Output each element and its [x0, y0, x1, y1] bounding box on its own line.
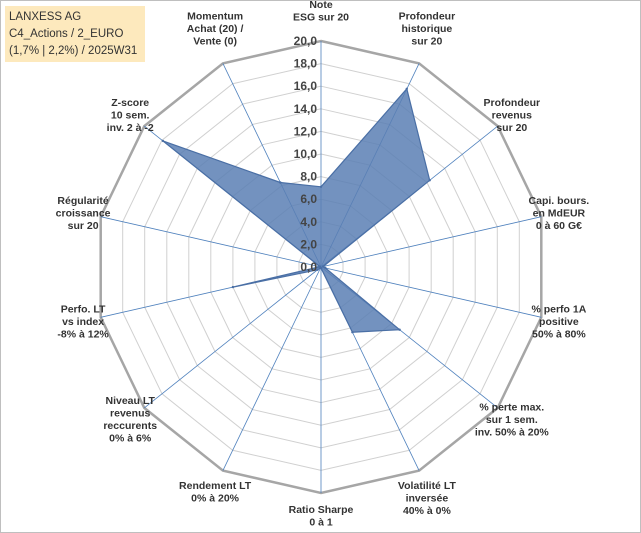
- axis-label: Capi. bours. en MdEUR 0 à 60 G€: [529, 195, 590, 232]
- category-label: C4_Actions / 2_EURO: [9, 28, 124, 40]
- axis-label: % perfo 1A positive 50% à 80%: [531, 304, 586, 341]
- axis-label: Z-score 10 sem. inv. 2 à -2: [107, 97, 154, 134]
- axis-label: Régularité croissance sur 20: [56, 195, 111, 232]
- tick-label: 2,0: [300, 237, 317, 251]
- axis-label: Profondeur revenus sur 20: [484, 97, 541, 134]
- axis-label: Profondeur historique sur 20: [399, 11, 456, 48]
- axis-spoke: [222, 266, 322, 471]
- axis-spoke: [320, 216, 542, 268]
- data-point: [316, 268, 319, 271]
- tick-label: 12,0: [294, 124, 318, 138]
- tick-label: 18,0: [294, 57, 318, 71]
- radar-series: [161, 87, 431, 334]
- axis-label: Note ESG sur 20: [293, 0, 349, 24]
- data-point: [351, 331, 354, 334]
- tick-label: 0,0: [300, 260, 317, 274]
- data-point: [161, 139, 165, 143]
- axis-label: Momentum Achat (20) / Vente (0): [187, 11, 244, 48]
- data-point: [398, 328, 401, 331]
- data-point: [324, 266, 327, 270]
- axis-spoke: [100, 216, 322, 268]
- axis-label: Rendement LT 0% à 20%: [179, 480, 252, 505]
- data-point: [319, 185, 323, 188]
- axis-label: Ratio Sharpe 0 à 1: [289, 504, 354, 529]
- axis-spoke: [320, 266, 542, 318]
- data-point: [322, 265, 325, 268]
- company-name: LANXESS AG: [9, 11, 82, 23]
- axis-label: Volatilité LT inversée 40% à 0%: [398, 480, 457, 517]
- tick-label: 8,0: [300, 170, 317, 184]
- axis-label: Niveau LT revenus reccurents 0% à 6%: [103, 395, 157, 445]
- axis-label: Perfo. LT vs index -8% à 12%: [57, 304, 109, 341]
- data-point: [428, 179, 431, 182]
- data-point: [231, 285, 235, 289]
- tick-label: 16,0: [294, 79, 318, 93]
- axis-spoke: [144, 266, 322, 409]
- data-point: [405, 87, 408, 91]
- tick-label: 6,0: [300, 192, 317, 206]
- tick-label: 20,0: [294, 34, 318, 48]
- tick-label: 14,0: [294, 102, 318, 116]
- radar-axis-labels: Note ESG sur 20 Profondeur historique sur 20…: [56, 0, 590, 529]
- period-label: (1,7% | 2,2%) / 2025W31: [9, 45, 138, 57]
- data-point: [279, 181, 282, 184]
- tick-label: 10,0: [294, 147, 318, 161]
- tick-label: 4,0: [300, 215, 317, 229]
- data-point: [318, 265, 322, 268]
- axis-label: % perte max. sur 1 sem. inv. 50% à 20%: [475, 401, 550, 438]
- info-box: LANXESS AG C4_Actions / 2_EURO (1,7% | 2…: [5, 6, 145, 62]
- radar-tick-labels: 0,0 2,0 4,0 6,0 8,0 10,0 12,0 14,0 16,0 18,0 20,0: [294, 34, 318, 274]
